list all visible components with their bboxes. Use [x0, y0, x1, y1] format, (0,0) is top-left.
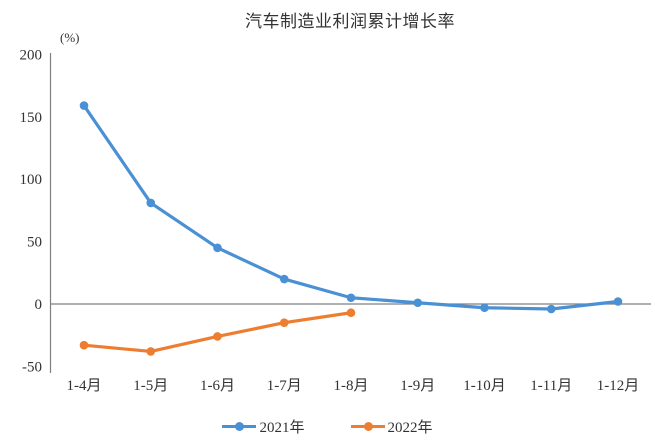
data-point-2021年-1-5月 [146, 198, 156, 208]
x-tick-label: 1-12月 [597, 378, 640, 394]
legend-item-2021: 2021年 [222, 416, 305, 437]
x-tick-label: 1-9月 [400, 378, 435, 394]
x-tick-label: 1-10月 [463, 378, 506, 394]
x-tick-label: 1-11月 [530, 378, 572, 394]
data-point-2022年-1-4月 [79, 340, 89, 350]
data-point-2021年-1-8月 [346, 293, 356, 303]
data-point-2021年-1-4月 [79, 101, 89, 110]
data-point-2021年-1-12月 [613, 297, 623, 306]
data-point-2021年-1-6月 [213, 243, 222, 253]
y-tick-label: 150 [20, 110, 43, 126]
data-point-2022年-1-6月 [213, 332, 222, 341]
x-tick-label: 1-7月 [267, 378, 302, 394]
y-tick-label: 100 [20, 172, 43, 188]
x-tick-label: 1-6月 [200, 378, 235, 394]
x-tick-label: 1-5月 [133, 378, 168, 394]
data-point-2021年-1-7月 [279, 274, 289, 284]
y-axis-unit-label: (%) [60, 30, 80, 45]
legend-line-marker-icon-2022 [350, 421, 385, 431]
y-tick-label: 50 [27, 235, 42, 251]
x-tick-label: 1-8月 [334, 378, 369, 394]
data-point-2022年-1-5月 [146, 347, 156, 356]
legend-line-marker-icon-2021 [222, 421, 257, 431]
legend-item-2022: 2022年 [350, 416, 433, 437]
data-point-2022年-1-8月 [346, 308, 356, 318]
data-point-2021年-1-11月 [546, 304, 556, 314]
series-line-2022年 [82, 311, 353, 354]
y-tick-label: 200 [20, 47, 43, 63]
chart-title: 汽车制造业利润累计增长率 [245, 12, 455, 31]
data-point-2021年-1-9月 [413, 298, 423, 308]
series-line-2021年 [82, 103, 620, 311]
legend-label-2021: 2021年 [259, 419, 305, 436]
data-point-2021年-1-10月 [480, 303, 489, 313]
x-tick-label: 1-4月 [67, 378, 102, 394]
data-point-2022年-1-7月 [279, 318, 289, 328]
y-tick-label: -50 [22, 359, 42, 375]
legend-label-2022: 2022年 [387, 419, 433, 436]
y-tick-label: 0 [35, 297, 43, 313]
chart-legend: 2021年 2022年 [0, 414, 655, 438]
